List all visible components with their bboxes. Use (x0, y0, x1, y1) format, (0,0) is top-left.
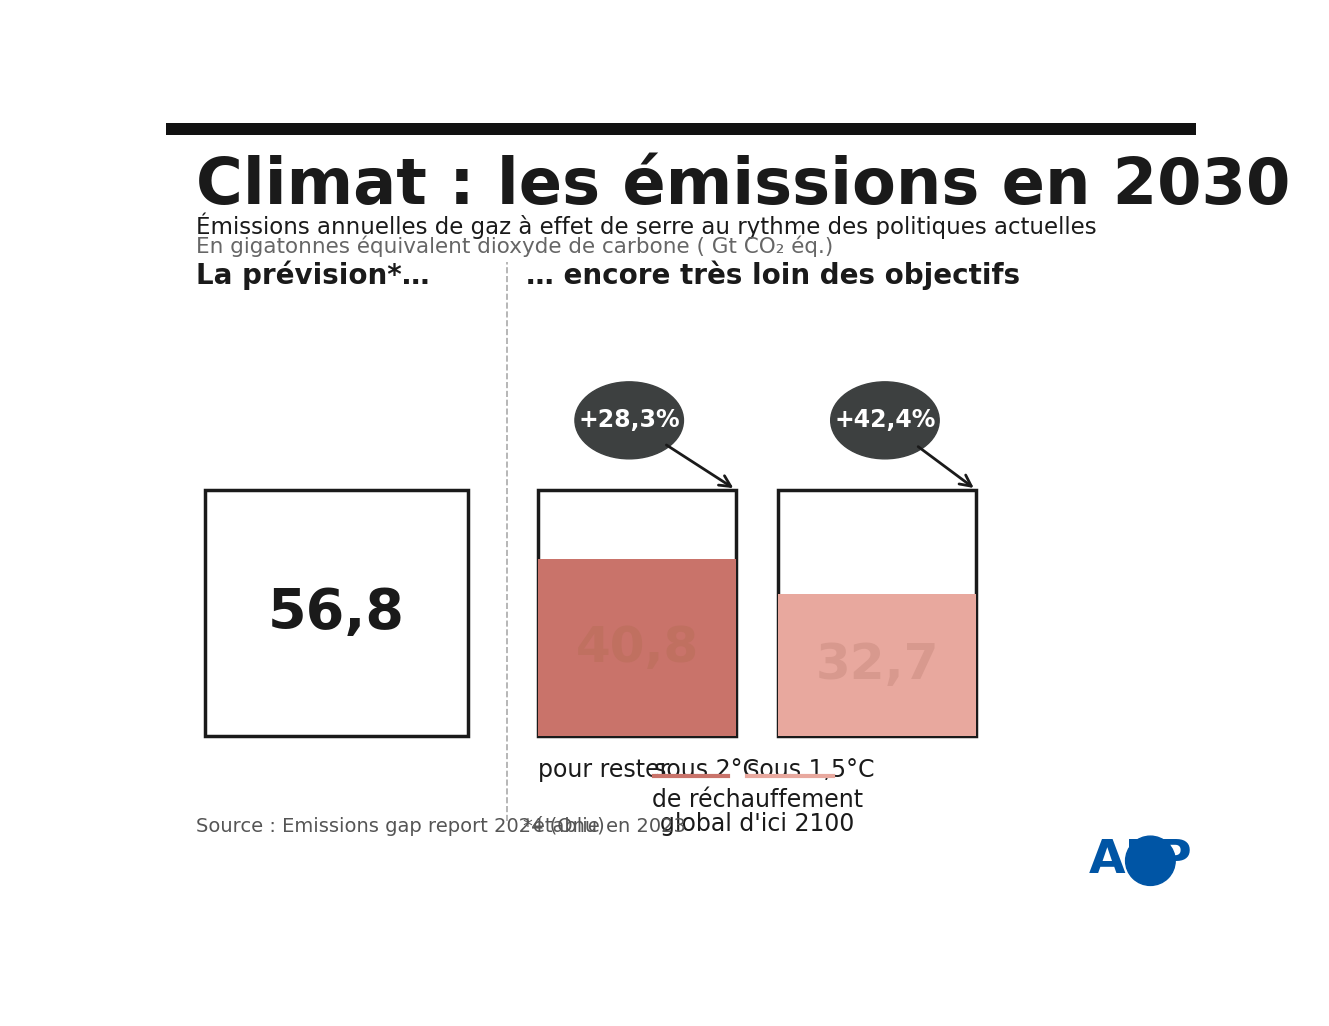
Text: de réchauffement: de réchauffement (651, 788, 863, 813)
Text: 56,8: 56,8 (268, 586, 405, 640)
Ellipse shape (575, 382, 683, 459)
Bar (538, 489, 736, 736)
Bar (538, 559, 736, 736)
Text: +42,4%: +42,4% (835, 408, 936, 432)
Text: AFP: AFP (1088, 838, 1192, 883)
Text: *établie en 2023: *établie en 2023 (522, 817, 686, 836)
Text: Émissions annuelles de gaz à effet de serre au rythme des politiques actuelles: Émissions annuelles de gaz à effet de se… (195, 212, 1096, 239)
Bar (779, 594, 975, 736)
Text: 32,7: 32,7 (816, 641, 938, 689)
Text: En gigatonnes équivalent dioxyde de carbone ( Gt CO₂ éq.): En gigatonnes équivalent dioxyde de carb… (195, 236, 833, 258)
Text: +28,3%: +28,3% (578, 408, 680, 432)
Text: … encore très loin des objectifs: … encore très loin des objectifs (526, 261, 1021, 289)
Circle shape (1126, 836, 1175, 885)
Text: La prévision*…: La prévision*… (195, 261, 429, 289)
Text: Climat : les émissions en 2030: Climat : les émissions en 2030 (195, 155, 1290, 216)
Ellipse shape (831, 382, 940, 459)
Text: global d'ici 2100: global d'ici 2100 (661, 812, 855, 835)
Bar (779, 489, 975, 736)
Bar (166, 123, 1196, 135)
Bar (205, 489, 468, 736)
Text: sous 2°C: sous 2°C (654, 757, 759, 782)
Text: pour rester: pour rester (538, 757, 670, 782)
Text: Source : Emissions gap report 2024 (Onu): Source : Emissions gap report 2024 (Onu) (195, 817, 605, 836)
Text: sous 1,5°C: sous 1,5°C (747, 757, 874, 782)
Text: 40,8: 40,8 (575, 624, 699, 672)
